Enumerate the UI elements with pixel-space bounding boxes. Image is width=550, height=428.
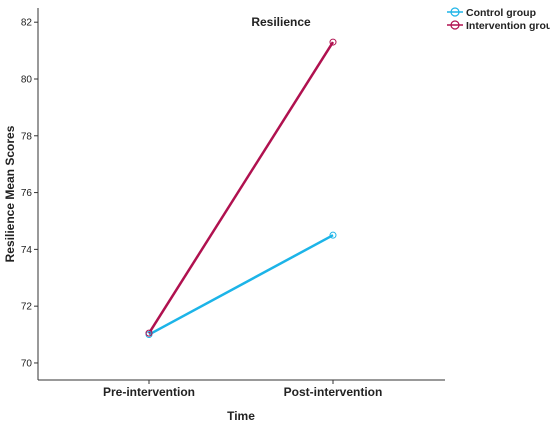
y-tick-label: 74 bbox=[21, 245, 33, 256]
y-tick-label: 82 bbox=[21, 18, 33, 29]
x-ticks: Pre-intervention Post-intervention bbox=[103, 380, 382, 399]
y-ticks: 70 72 74 76 78 80 82 bbox=[21, 18, 38, 369]
x-tick-label: Post-intervention bbox=[284, 385, 383, 399]
series-line-1 bbox=[148, 234, 334, 336]
x-axis-title: Time bbox=[227, 409, 255, 423]
legend-swatch-marker bbox=[450, 7, 460, 17]
axes bbox=[37, 8, 445, 381]
data-point bbox=[329, 38, 337, 46]
series-line-2 bbox=[147, 41, 335, 334]
chart-title: Resilience bbox=[251, 15, 311, 29]
legend-label: Control group bbox=[466, 7, 536, 19]
x-tick-label: Pre-intervention bbox=[103, 385, 195, 399]
data-point bbox=[145, 329, 153, 337]
y-axis-title: Resilience Mean Scores bbox=[3, 125, 17, 262]
y-tick-label: 76 bbox=[21, 188, 33, 199]
y-tick-label: 70 bbox=[21, 358, 33, 369]
legend-swatch-marker bbox=[450, 20, 460, 30]
data-point bbox=[329, 231, 337, 239]
y-tick-label: 72 bbox=[21, 302, 33, 313]
y-tick-label: 80 bbox=[21, 74, 33, 85]
legend-label: Intervention group bbox=[466, 20, 550, 32]
y-tick-label: 78 bbox=[21, 131, 33, 142]
series-layer bbox=[145, 38, 337, 339]
